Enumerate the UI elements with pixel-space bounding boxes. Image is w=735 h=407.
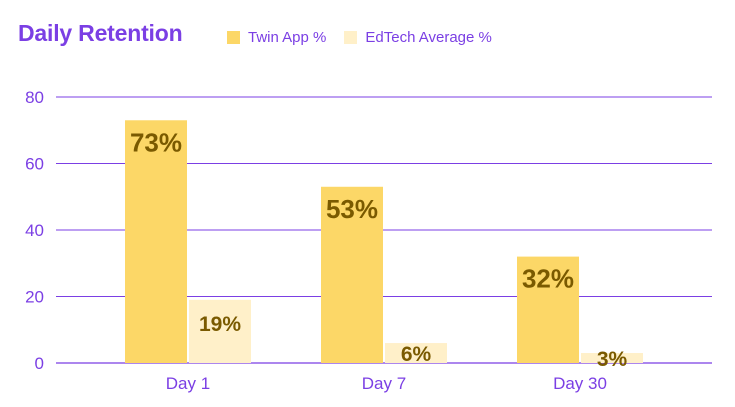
legend-label-twin-app: Twin App % <box>248 29 327 46</box>
bar-twin-app-3 <box>517 256 579 363</box>
y-tick-label-60: 60 <box>25 155 44 174</box>
data-label-edtech-average-3: 3% <box>597 348 628 371</box>
y-tick-label-80: 80 <box>25 88 44 107</box>
chart-title: Daily Retention <box>18 20 183 46</box>
data-label-edtech-average-1: 19% <box>199 313 241 336</box>
y-tick-label-20: 20 <box>25 288 44 307</box>
bar-twin-app-2 <box>321 186 383 363</box>
legend-label-edtech-average: EdTech Average % <box>365 29 492 46</box>
bar-edtech-average-2 <box>385 343 447 363</box>
bar-edtech-average-1 <box>189 299 251 363</box>
x-tick-label-3: Day 30 <box>553 374 607 393</box>
legend-swatch-edtech-average <box>344 31 358 44</box>
x-tick-label-2: Day 7 <box>362 374 406 393</box>
data-label-twin-app-3: 32% <box>522 264 574 294</box>
data-label-edtech-average-2: 6% <box>401 343 432 366</box>
bar-edtech-average-3 <box>581 353 643 363</box>
legend-item-twin-app: Twin App % <box>227 29 326 46</box>
y-tick-label-40: 40 <box>25 221 44 240</box>
y-tick-label-0: 0 <box>35 354 44 373</box>
bar-twin-app-1 <box>125 120 187 364</box>
legend-swatch-twin-app <box>227 31 240 44</box>
data-label-twin-app-2: 53% <box>326 194 378 224</box>
chart-legend: Twin App % EdTech Average % <box>227 29 510 46</box>
legend-item-edtech-average: EdTech Average % <box>344 29 492 46</box>
data-label-twin-app-1: 73% <box>130 127 182 157</box>
x-tick-label-1: Day 1 <box>166 374 210 393</box>
